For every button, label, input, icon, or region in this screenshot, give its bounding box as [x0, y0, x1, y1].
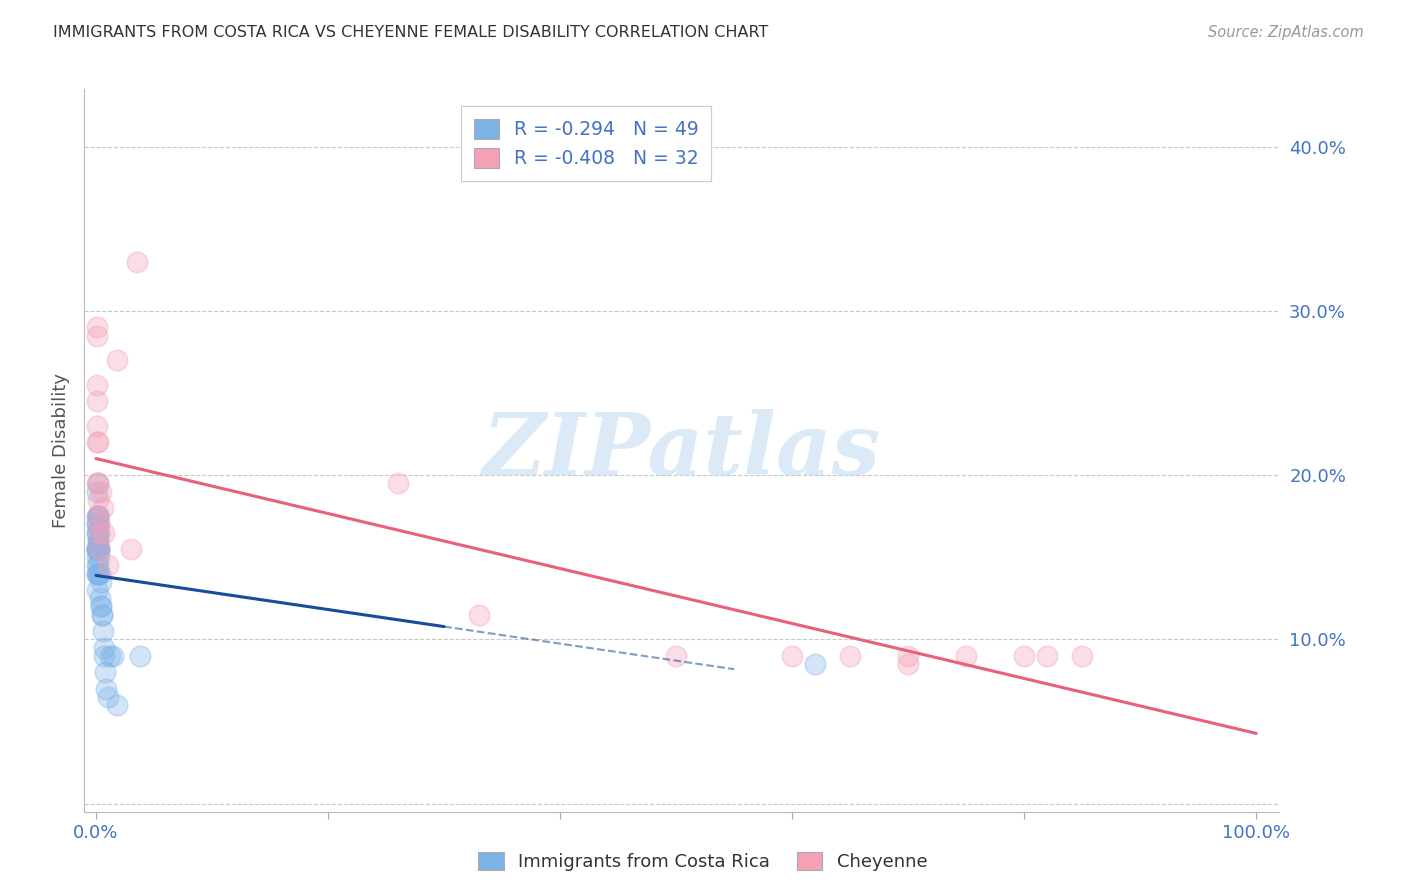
Point [97, 690, 120, 704]
Point [86, 476, 108, 491]
Point [86, 582, 108, 597]
Point [86, 566, 108, 581]
Point [90, 574, 112, 589]
Point [780, 648, 803, 663]
Point [89, 566, 111, 581]
Point [125, 254, 148, 268]
Point [387, 476, 409, 491]
Point [103, 648, 125, 663]
Point [87, 541, 110, 556]
Point [120, 541, 142, 556]
Point [93, 648, 115, 663]
Point [86, 484, 108, 499]
Point [86, 558, 108, 573]
Point [94, 665, 117, 680]
Legend: R = -0.294   N = 49, R = -0.408   N = 32: R = -0.294 N = 49, R = -0.408 N = 32 [461, 106, 711, 181]
Point [468, 607, 491, 622]
Point [86, 541, 108, 556]
Point [1071, 648, 1094, 663]
Point [897, 657, 920, 671]
Point [93, 525, 115, 540]
Point [87, 517, 110, 532]
Point [86, 509, 108, 524]
Point [91, 500, 114, 515]
Point [87, 476, 110, 491]
Point [87, 509, 110, 524]
Point [93, 640, 115, 655]
Point [87, 566, 110, 581]
Point [87, 541, 110, 556]
Point [87, 435, 110, 450]
Point [86, 525, 108, 540]
Point [90, 599, 112, 614]
Point [86, 328, 108, 343]
Point [87, 509, 110, 524]
Y-axis label: Female Disability: Female Disability [52, 373, 70, 528]
Point [897, 648, 920, 663]
Point [86, 476, 108, 491]
Point [89, 591, 111, 606]
Point [86, 418, 108, 433]
Legend: Immigrants from Costa Rica, Cheyenne: Immigrants from Costa Rica, Cheyenne [471, 845, 935, 879]
Point [129, 648, 152, 663]
Point [1012, 648, 1035, 663]
Point [87, 550, 110, 565]
Point [86, 517, 108, 532]
Point [89, 541, 111, 556]
Text: Source: ZipAtlas.com: Source: ZipAtlas.com [1208, 25, 1364, 40]
Point [86, 533, 108, 548]
Point [86, 517, 108, 532]
Point [89, 541, 111, 556]
Point [86, 541, 108, 556]
Point [86, 566, 108, 581]
Point [86, 558, 108, 573]
Point [86, 377, 108, 392]
Point [89, 566, 111, 581]
Point [86, 525, 108, 540]
Point [97, 558, 120, 573]
Point [90, 599, 112, 614]
Text: ZIPatlas: ZIPatlas [482, 409, 882, 492]
Point [86, 492, 108, 507]
Point [955, 648, 977, 663]
Point [86, 320, 108, 334]
Point [87, 525, 110, 540]
Point [91, 607, 114, 622]
Point [86, 435, 108, 450]
Point [89, 541, 111, 556]
Point [105, 353, 128, 368]
Point [96, 681, 118, 696]
Point [86, 394, 108, 409]
Point [90, 484, 112, 499]
Point [86, 541, 108, 556]
Point [86, 509, 108, 524]
Point [839, 648, 862, 663]
Point [804, 657, 827, 671]
Point [87, 533, 110, 548]
Point [90, 607, 112, 622]
Point [87, 509, 110, 524]
Point [89, 525, 111, 540]
Point [105, 698, 128, 712]
Point [87, 517, 110, 532]
Point [1036, 648, 1059, 663]
Text: IMMIGRANTS FROM COSTA RICA VS CHEYENNE FEMALE DISABILITY CORRELATION CHART: IMMIGRANTS FROM COSTA RICA VS CHEYENNE F… [53, 25, 769, 40]
Point [91, 624, 114, 639]
Point [98, 648, 121, 663]
Point [86, 541, 108, 556]
Point [86, 550, 108, 565]
Point [665, 648, 688, 663]
